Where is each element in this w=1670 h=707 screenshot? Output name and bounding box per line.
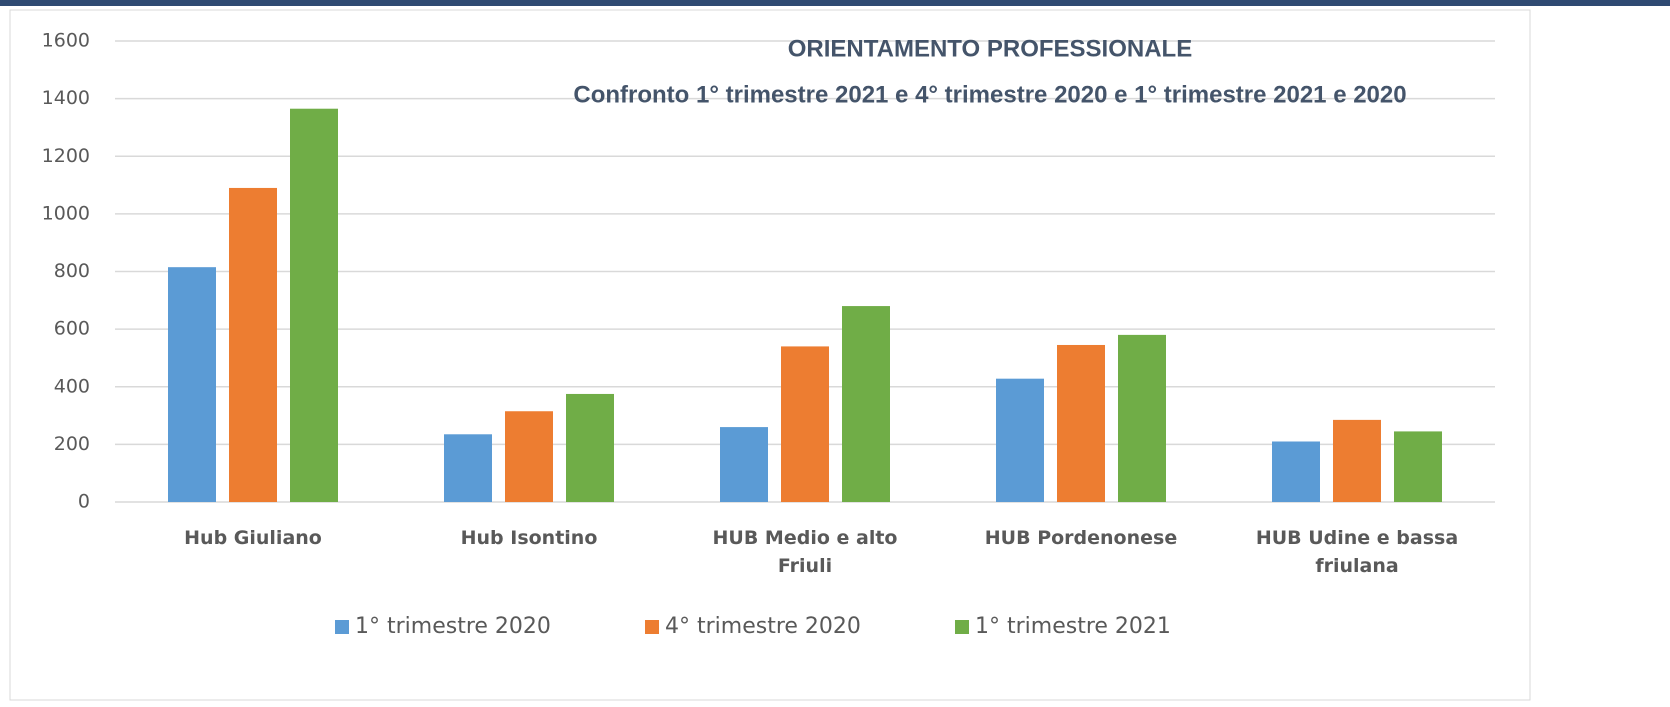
bar [566, 393, 614, 502]
bar [290, 108, 338, 502]
y-tick-label: 0 [78, 491, 90, 513]
y-tick-label: 1000 [42, 202, 90, 224]
bar [505, 411, 553, 502]
legend-swatch [335, 620, 349, 634]
legend-label: 1° trimestre 2020 [355, 614, 551, 639]
bar [444, 434, 492, 502]
legend-swatch [645, 620, 659, 634]
chart-subtitle: Confronto 1° trimestre 2021 e 4° trimest… [573, 81, 1406, 108]
bar [842, 306, 890, 502]
bar [1118, 334, 1166, 502]
bar [168, 267, 216, 502]
y-tick-label: 200 [54, 433, 90, 455]
chart-frame [9, 9, 1531, 701]
x-tick-label: HUB Udine e bassa friulana [1255, 527, 1459, 577]
y-tick-label: 600 [54, 318, 90, 340]
x-tick-label: Hub Giuliano [184, 527, 322, 549]
legend-swatch [955, 620, 969, 634]
bar [1272, 441, 1320, 502]
bar [996, 378, 1044, 502]
y-tick-label: 1200 [42, 145, 90, 167]
x-tick-label: HUB Pordenonese [984, 527, 1178, 549]
legend-label: 4° trimestre 2020 [665, 614, 861, 639]
y-tick-label: 1600 [42, 30, 90, 52]
legend-label: 1° trimestre 2021 [975, 614, 1171, 639]
y-tick-label: 800 [54, 260, 90, 282]
bar [1057, 344, 1105, 502]
x-tick-label: HUB Medio e alto Friuli [712, 527, 898, 577]
y-tick-label: 400 [54, 375, 90, 397]
chart-title: ORIENTAMENTO PROFESSIONALE [788, 35, 1192, 62]
bar [229, 187, 277, 502]
top-bar [0, 0, 1670, 6]
bar [720, 427, 768, 502]
bar [1394, 431, 1442, 502]
x-tick-label: Hub Isontino [460, 527, 598, 549]
y-tick-label: 1400 [42, 87, 90, 109]
bar [781, 346, 829, 502]
bar [1333, 419, 1381, 502]
